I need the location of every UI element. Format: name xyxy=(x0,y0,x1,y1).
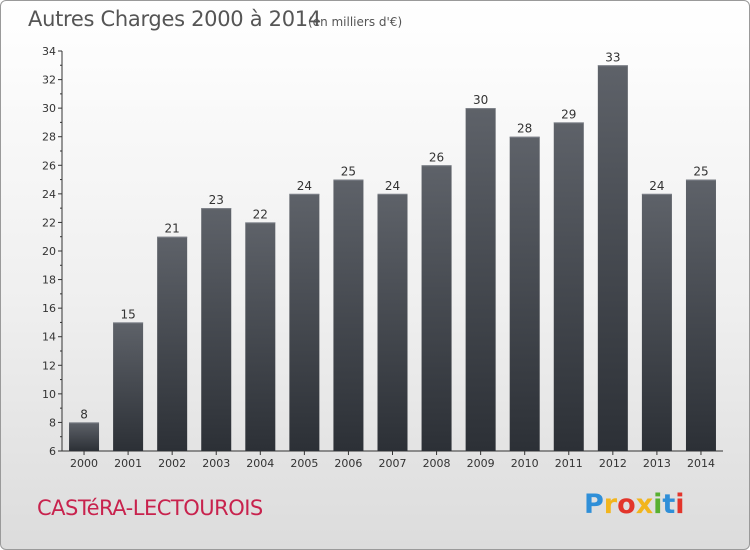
logo-letter: o xyxy=(617,489,636,520)
x-tick-label: 2012 xyxy=(599,457,627,470)
data-label: 8 xyxy=(80,407,88,421)
x-tick-label: 2002 xyxy=(158,457,186,470)
bar-2014 xyxy=(685,179,716,452)
x-tick-label: 2008 xyxy=(423,457,451,470)
x-tick-label: 2004 xyxy=(246,457,274,470)
data-labels: 8 15 21 23 22 24 25 24 26 30 28 29 33 24 25 xyxy=(80,50,708,421)
data-label: 24 xyxy=(297,179,312,193)
data-label: 29 xyxy=(561,107,576,121)
bar-2012 xyxy=(597,65,628,452)
data-label: 15 xyxy=(120,307,135,321)
x-tick-label: 2006 xyxy=(334,457,362,470)
data-label: 22 xyxy=(253,207,268,221)
commune-name: CASTéRA-LECTOUROIS xyxy=(37,496,263,520)
bar-2011 xyxy=(553,122,584,451)
bar-2006 xyxy=(333,179,364,452)
y-tick-label: 8 xyxy=(49,416,56,429)
logo-letter: t xyxy=(662,489,676,520)
y-tick-label: 16 xyxy=(42,302,56,315)
logo-letter: x xyxy=(635,489,654,520)
bar-2000 xyxy=(69,422,100,451)
x-tick-label: 2001 xyxy=(114,457,142,470)
bar-2001 xyxy=(113,322,144,451)
bar-2009 xyxy=(465,108,496,452)
data-label: 24 xyxy=(385,179,400,193)
chart-title: Autres Charges 2000 à 2014 xyxy=(28,7,321,31)
proxiti-logo: Proxiti xyxy=(584,489,685,520)
y-tick-label: 6 xyxy=(49,445,56,458)
bar-2004 xyxy=(245,222,276,451)
logo-letter: P xyxy=(584,489,604,520)
bar-2002 xyxy=(157,236,188,451)
axes: 6 8 10 12 14 16 18 20 22 24 26 28 30 32 34 2000 2001 2002… xyxy=(42,45,723,470)
y-tick-label: 12 xyxy=(42,359,56,372)
bar-2013 xyxy=(641,193,672,451)
data-label: 21 xyxy=(165,222,180,236)
data-label: 33 xyxy=(605,50,620,64)
y-tick-label: 14 xyxy=(42,331,56,344)
y-tick-label: 28 xyxy=(42,131,56,144)
y-tick-label: 32 xyxy=(42,74,56,87)
data-label: 23 xyxy=(209,193,224,207)
y-tick-label: 18 xyxy=(42,274,56,287)
y-tick-label: 22 xyxy=(42,216,56,229)
x-tick-label: 2010 xyxy=(511,457,539,470)
logo-letter: r xyxy=(603,489,618,520)
data-label: 25 xyxy=(341,165,356,179)
chart-subtitle: (en milliers d'€) xyxy=(308,15,403,29)
x-tick-label: 2000 xyxy=(70,457,98,470)
bars xyxy=(69,65,716,452)
data-label: 25 xyxy=(693,165,708,179)
x-tick-label: 2007 xyxy=(379,457,407,470)
data-label: 28 xyxy=(517,122,532,136)
logo-letter: i xyxy=(653,489,663,520)
y-tick-label: 10 xyxy=(42,388,56,401)
x-tick-label: 2005 xyxy=(290,457,318,470)
x-tick-label: 2009 xyxy=(467,457,495,470)
x-tick-label: 2011 xyxy=(555,457,583,470)
bar-2005 xyxy=(289,193,320,451)
y-tick-label: 30 xyxy=(42,102,56,115)
bar-2007 xyxy=(377,193,408,451)
y-tick-label: 24 xyxy=(42,188,56,201)
bar-2003 xyxy=(201,208,232,451)
logo-letter: i xyxy=(675,489,685,520)
y-tick-label: 26 xyxy=(42,159,56,172)
y-tick-label: 34 xyxy=(42,45,56,58)
x-tick-label: 2014 xyxy=(687,457,715,470)
x-tick-label: 2003 xyxy=(202,457,230,470)
data-label: 30 xyxy=(473,93,488,107)
bar-2010 xyxy=(509,136,540,451)
bar-2008 xyxy=(421,165,452,452)
x-tick-label: 2013 xyxy=(643,457,671,470)
data-label: 24 xyxy=(649,179,664,193)
y-tick-label: 20 xyxy=(42,245,56,258)
data-label: 26 xyxy=(429,150,444,164)
